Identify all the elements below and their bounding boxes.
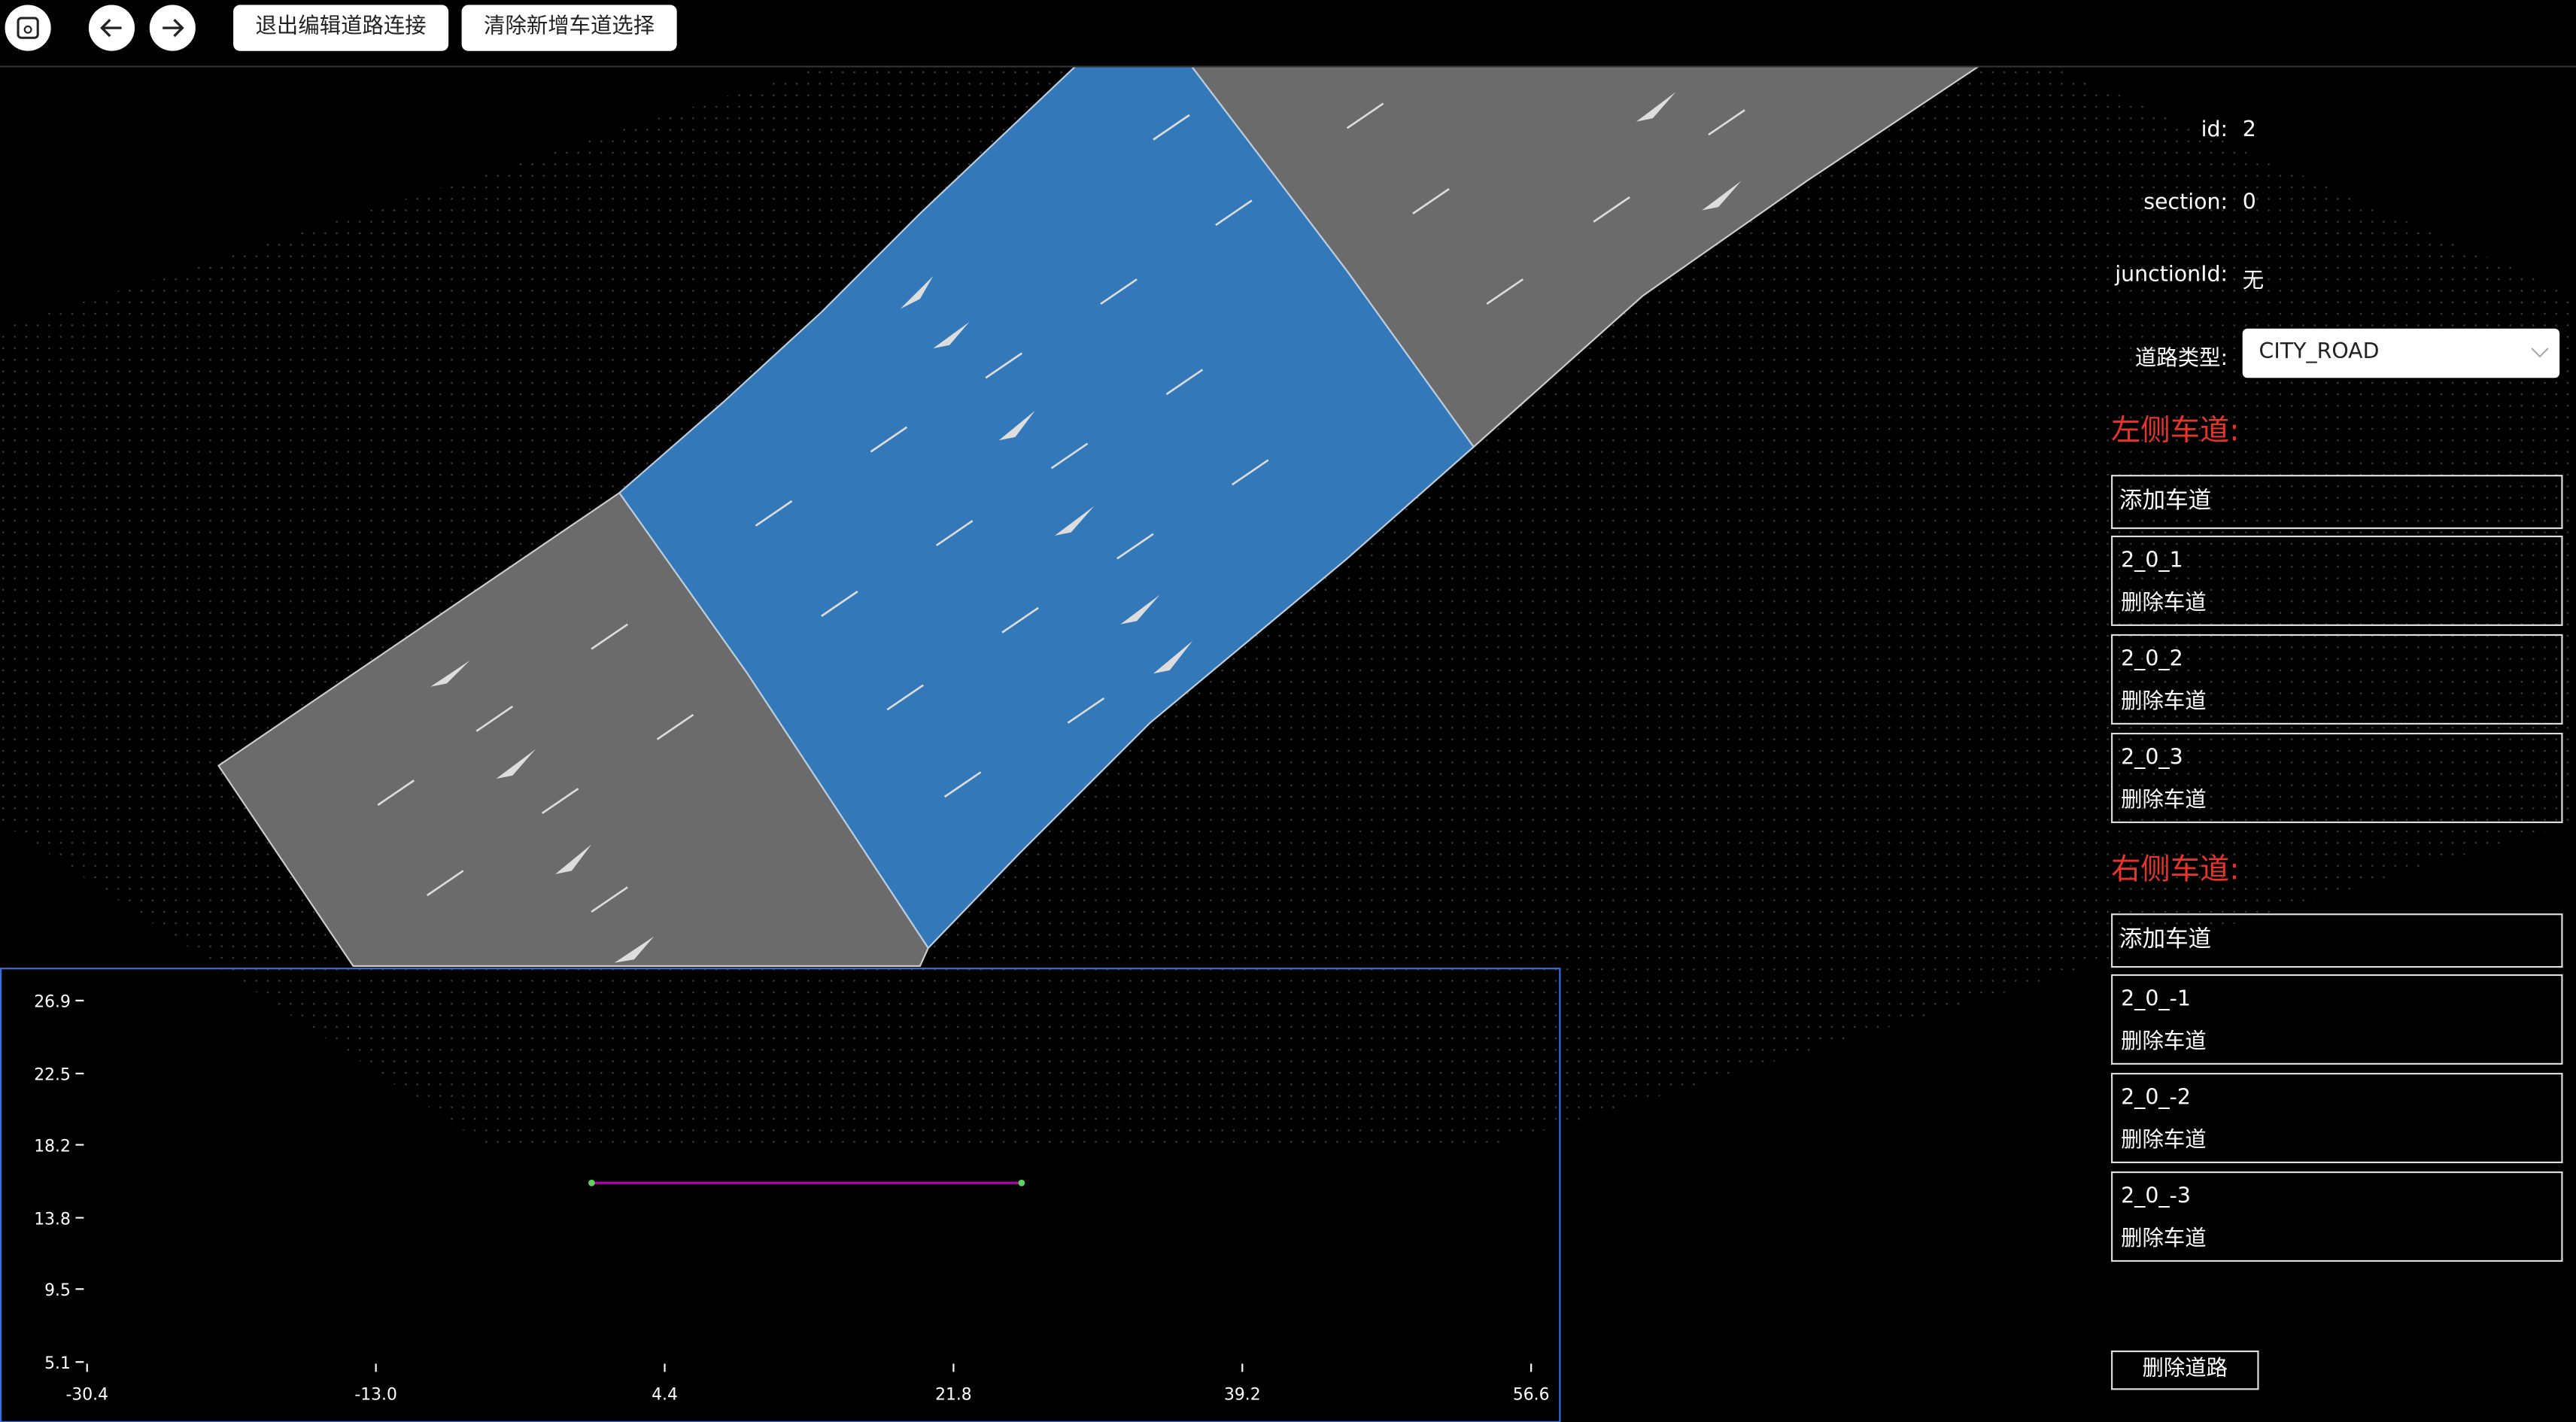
lane-item: 2_0_-1 删除车道: [2111, 974, 2563, 1065]
save-button[interactable]: [5, 5, 51, 51]
field-value: 无: [2242, 269, 2265, 294]
elevation-chart: 26.9 22.5 18.2 13.8 9.5 5.1 -30.4 -13.0 4.4 21.8 3…: [0, 968, 1561, 1422]
y-tick-label: 9.5: [44, 1281, 71, 1300]
delete-lane-button[interactable]: 删除车道: [2121, 690, 2207, 715]
x-tick-label: 56.6: [1513, 1385, 1550, 1404]
lane-id: 2_0_1: [2121, 548, 2183, 574]
exit-edit-button[interactable]: 退出编辑道路连接: [233, 5, 449, 51]
y-tick-label: 26.9: [34, 993, 71, 1012]
section-title: 右侧车道:: [2111, 852, 2240, 888]
undo-button[interactable]: [88, 5, 135, 51]
x-tick-label: -13.0: [354, 1385, 396, 1404]
field-value: 2: [2242, 118, 2256, 143]
lane-item: 2_0_2 删除车道: [2111, 634, 2563, 725]
delete-road-button[interactable]: 删除道路: [2111, 1350, 2259, 1390]
elevation-point: [1018, 1179, 1025, 1187]
x-tick-label: 39.2: [1224, 1385, 1261, 1404]
delete-lane-button[interactable]: 删除车道: [2121, 1030, 2207, 1055]
field-label: section:: [2143, 190, 2228, 216]
y-tick-label: 5.1: [44, 1354, 71, 1373]
road-type-select[interactable]: CITY_ROAD: [2242, 328, 2560, 378]
lane-item: 2_0_3 删除车道: [2111, 732, 2563, 824]
lane-item: 2_0_-3 删除车道: [2111, 1171, 2563, 1262]
lane-id: 2_0_-2: [2121, 1086, 2191, 1111]
lane-item: 2_0_-2 删除车道: [2111, 1072, 2563, 1164]
x-tick-label: 21.8: [935, 1385, 972, 1404]
clear-selection-button[interactable]: 清除新增车道选择: [461, 5, 677, 51]
delete-lane-button[interactable]: 删除车道: [2121, 788, 2207, 813]
add-lane-button[interactable]: 添加车道: [2111, 913, 2563, 968]
delete-lane-button[interactable]: 删除车道: [2121, 1227, 2207, 1252]
dropdown-arrow: [2531, 348, 2549, 358]
y-tick-label: 22.5: [34, 1066, 71, 1085]
field-label: 道路类型:: [2134, 346, 2228, 372]
lane-item: 2_0_1 删除车道: [2111, 535, 2563, 626]
field-label: id:: [2201, 118, 2228, 143]
y-tick-label: 13.8: [34, 1210, 71, 1229]
lane-id: 2_0_-1: [2121, 987, 2191, 1013]
selected-road[interactable]: [618, 65, 1475, 950]
lane-id: 2_0_-3: [2121, 1184, 2191, 1210]
elevation-point: [588, 1179, 595, 1187]
add-lane-button[interactable]: 添加车道: [2111, 475, 2563, 530]
lane-id: 2_0_2: [2121, 647, 2183, 673]
x-tick-label: 4.4: [652, 1385, 678, 1404]
field-label: junctionId:: [2115, 263, 2228, 288]
delete-lane-button[interactable]: 删除车道: [2121, 1129, 2207, 1153]
delete-lane-button[interactable]: 删除车道: [2121, 591, 2207, 616]
field-value: 0: [2242, 190, 2256, 216]
y-tick-label: 18.2: [34, 1137, 71, 1156]
select-value: CITY_ROAD: [2259, 340, 2380, 365]
x-tick-label: -30.4: [65, 1385, 108, 1404]
lane-id: 2_0_3: [2121, 746, 2183, 771]
section-title: 左侧车道:: [2111, 414, 2240, 449]
redo-button[interactable]: [149, 5, 196, 51]
lane-markings: [377, 102, 1745, 913]
